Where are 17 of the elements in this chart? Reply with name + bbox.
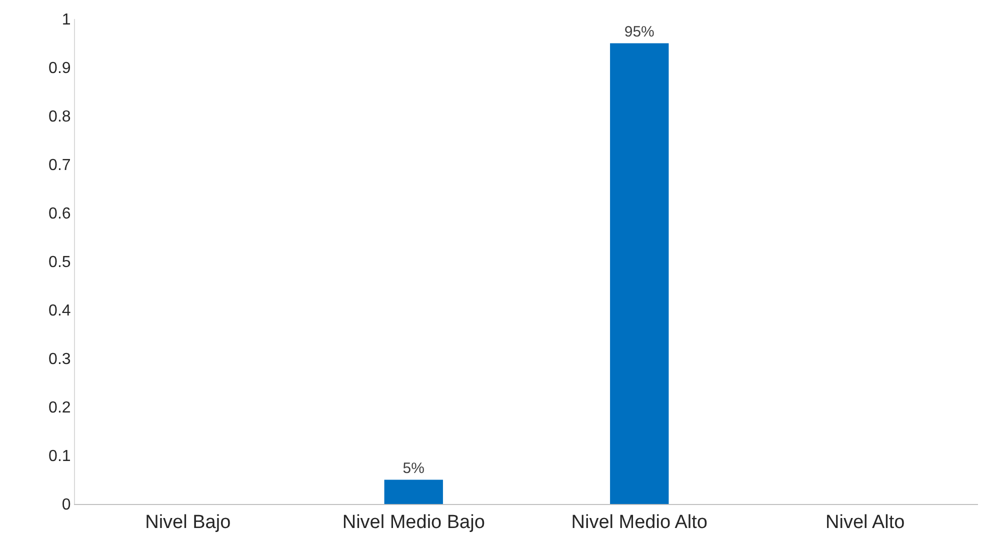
y-tick-label: 0.9: [48, 60, 71, 78]
y-tick-label: 0.2: [48, 400, 71, 417]
y-tick-label: 0.5: [48, 254, 71, 272]
x-tick-label: Nivel Bajo: [145, 512, 231, 533]
data-label: 95%: [624, 23, 654, 40]
y-tick-label: 0.7: [48, 157, 71, 174]
data-label: 5%: [402, 460, 424, 477]
y-tick-label: 0.3: [48, 351, 71, 368]
y-tick-label: 0.6: [48, 206, 71, 223]
y-tick-label: 0.8: [48, 108, 71, 126]
x-tick-label: Nivel Medio Bajo: [342, 512, 485, 533]
y-tick-label: 0.4: [48, 302, 71, 320]
y-tick-label: 1: [62, 12, 71, 29]
x-tick-label: Nivel Medio Alto: [571, 512, 708, 533]
y-tick-label: 0.1: [48, 448, 71, 466]
y-tick-label: 0: [62, 496, 71, 514]
x-tick-label: Nivel Alto: [826, 512, 905, 533]
